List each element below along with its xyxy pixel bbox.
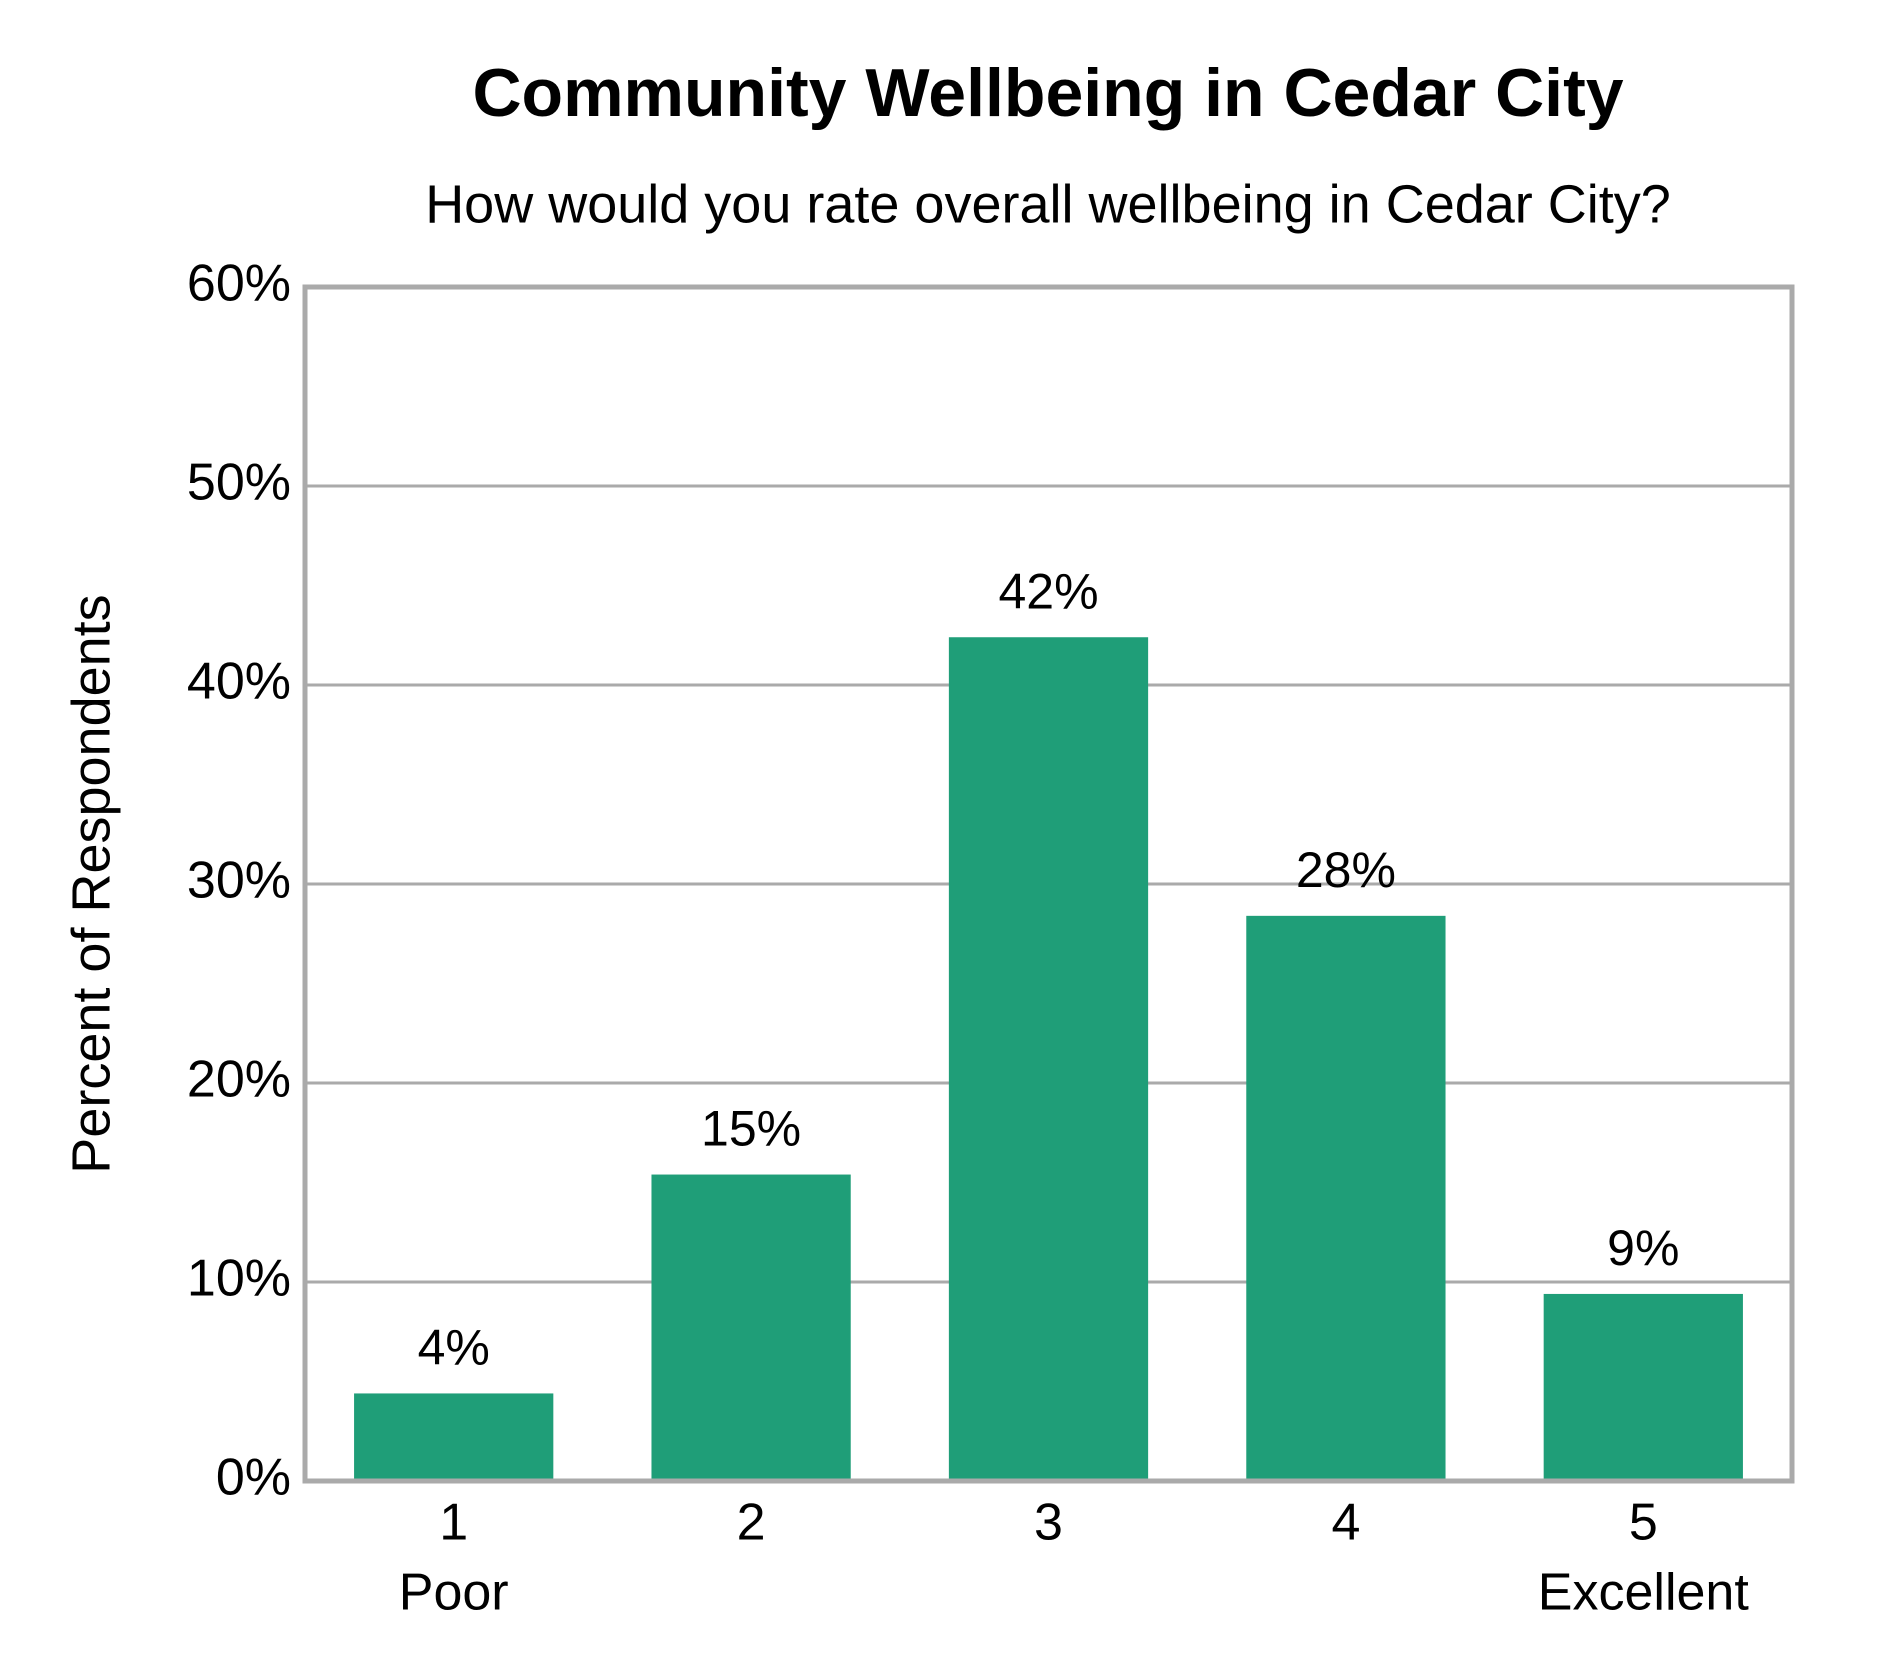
value-label: 28% [1296, 842, 1396, 898]
x-tick-label: 1 [439, 1494, 468, 1552]
x-tick-sublabel: Excellent [1538, 1564, 1750, 1622]
x-tick-label: 4 [1331, 1494, 1360, 1552]
chart-title: Community Wellbeing in Cedar City [472, 55, 1623, 131]
x-tick-label: 5 [1629, 1494, 1658, 1552]
bar [948, 637, 1149, 1481]
value-label: 4% [418, 1320, 490, 1376]
y-tick-label: 40% [187, 653, 291, 711]
y-tick-label: 30% [187, 852, 291, 910]
y-tick-label: 60% [187, 255, 291, 313]
y-axis-label: Percent of Respondents [61, 594, 121, 1173]
y-tick-label: 20% [187, 1051, 291, 1109]
x-tick-sublabel: Poor [399, 1564, 509, 1622]
y-tick-label: 0% [216, 1449, 291, 1507]
value-label: 15% [701, 1101, 801, 1157]
bar [651, 1174, 851, 1481]
value-label: 42% [998, 563, 1098, 619]
x-tick-label: 2 [737, 1494, 766, 1552]
plot-frame [302, 284, 1795, 1484]
value-label: 9% [1607, 1220, 1679, 1276]
bar [354, 1393, 554, 1481]
chart-subtitle: How would you rate overall wellbeing in … [425, 174, 1671, 234]
y-tick-label: 10% [187, 1250, 291, 1308]
bar [1543, 1293, 1743, 1481]
bar [1246, 915, 1446, 1481]
x-tick-label: 3 [1034, 1494, 1063, 1552]
y-tick-label: 50% [187, 454, 291, 512]
